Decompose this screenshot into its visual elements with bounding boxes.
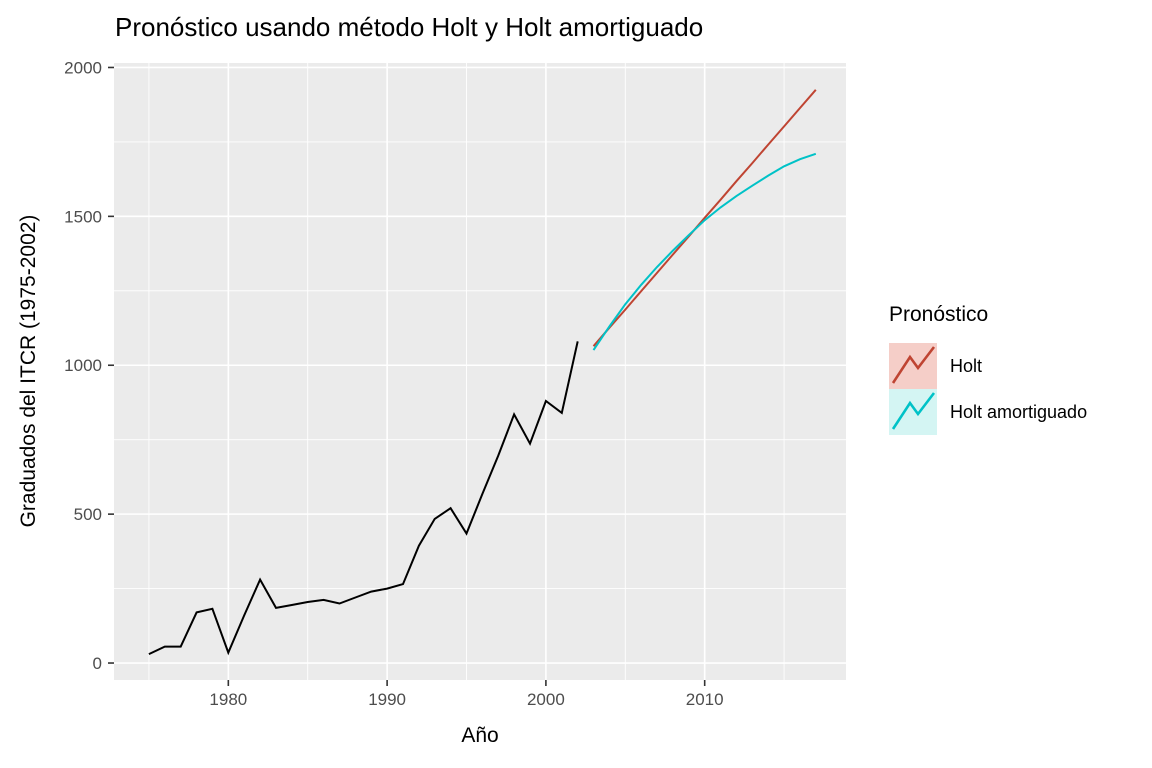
panel-background — [114, 63, 846, 680]
y-tick-label-0: 0 — [93, 654, 102, 673]
legend-title: Pronóstico — [889, 303, 989, 326]
x-tick-label-1980: 1980 — [209, 690, 247, 709]
legend-label-holt: Holt — [950, 355, 983, 376]
x-axis-title: Año — [461, 724, 499, 747]
series-line-observado — [148, 341, 579, 656]
holt-amortiguado-legend-key-icon — [889, 389, 937, 435]
legend-item-holt: Holt — [889, 343, 1087, 389]
chart-title: Pronóstico usando método Holt y Holt amo… — [115, 12, 704, 42]
series-line-holt-amortiguado — [592, 152, 817, 351]
legend-item-holt-amortiguado: Holt amortiguado — [889, 389, 1087, 435]
x-tick-label-2010: 2010 — [686, 690, 724, 709]
holt-legend-key-icon — [889, 343, 937, 389]
y-tick-label-1500: 1500 — [64, 207, 102, 226]
x-tick-label-1990: 1990 — [368, 690, 406, 709]
series-line-holt — [592, 89, 817, 347]
x-tick-label-2000: 2000 — [527, 690, 565, 709]
y-axis-title: Graduados del ITCR (1975-2002) — [17, 214, 40, 528]
legend-label-holt-amortiguado: Holt amortiguado — [950, 401, 1088, 422]
y-tick-label-500: 500 — [74, 505, 102, 524]
y-tick-label-1000: 1000 — [64, 356, 102, 375]
legend: Pronóstico Holt Holt amortiguado — [889, 303, 1087, 435]
y-tick-label-2000: 2000 — [64, 58, 102, 77]
